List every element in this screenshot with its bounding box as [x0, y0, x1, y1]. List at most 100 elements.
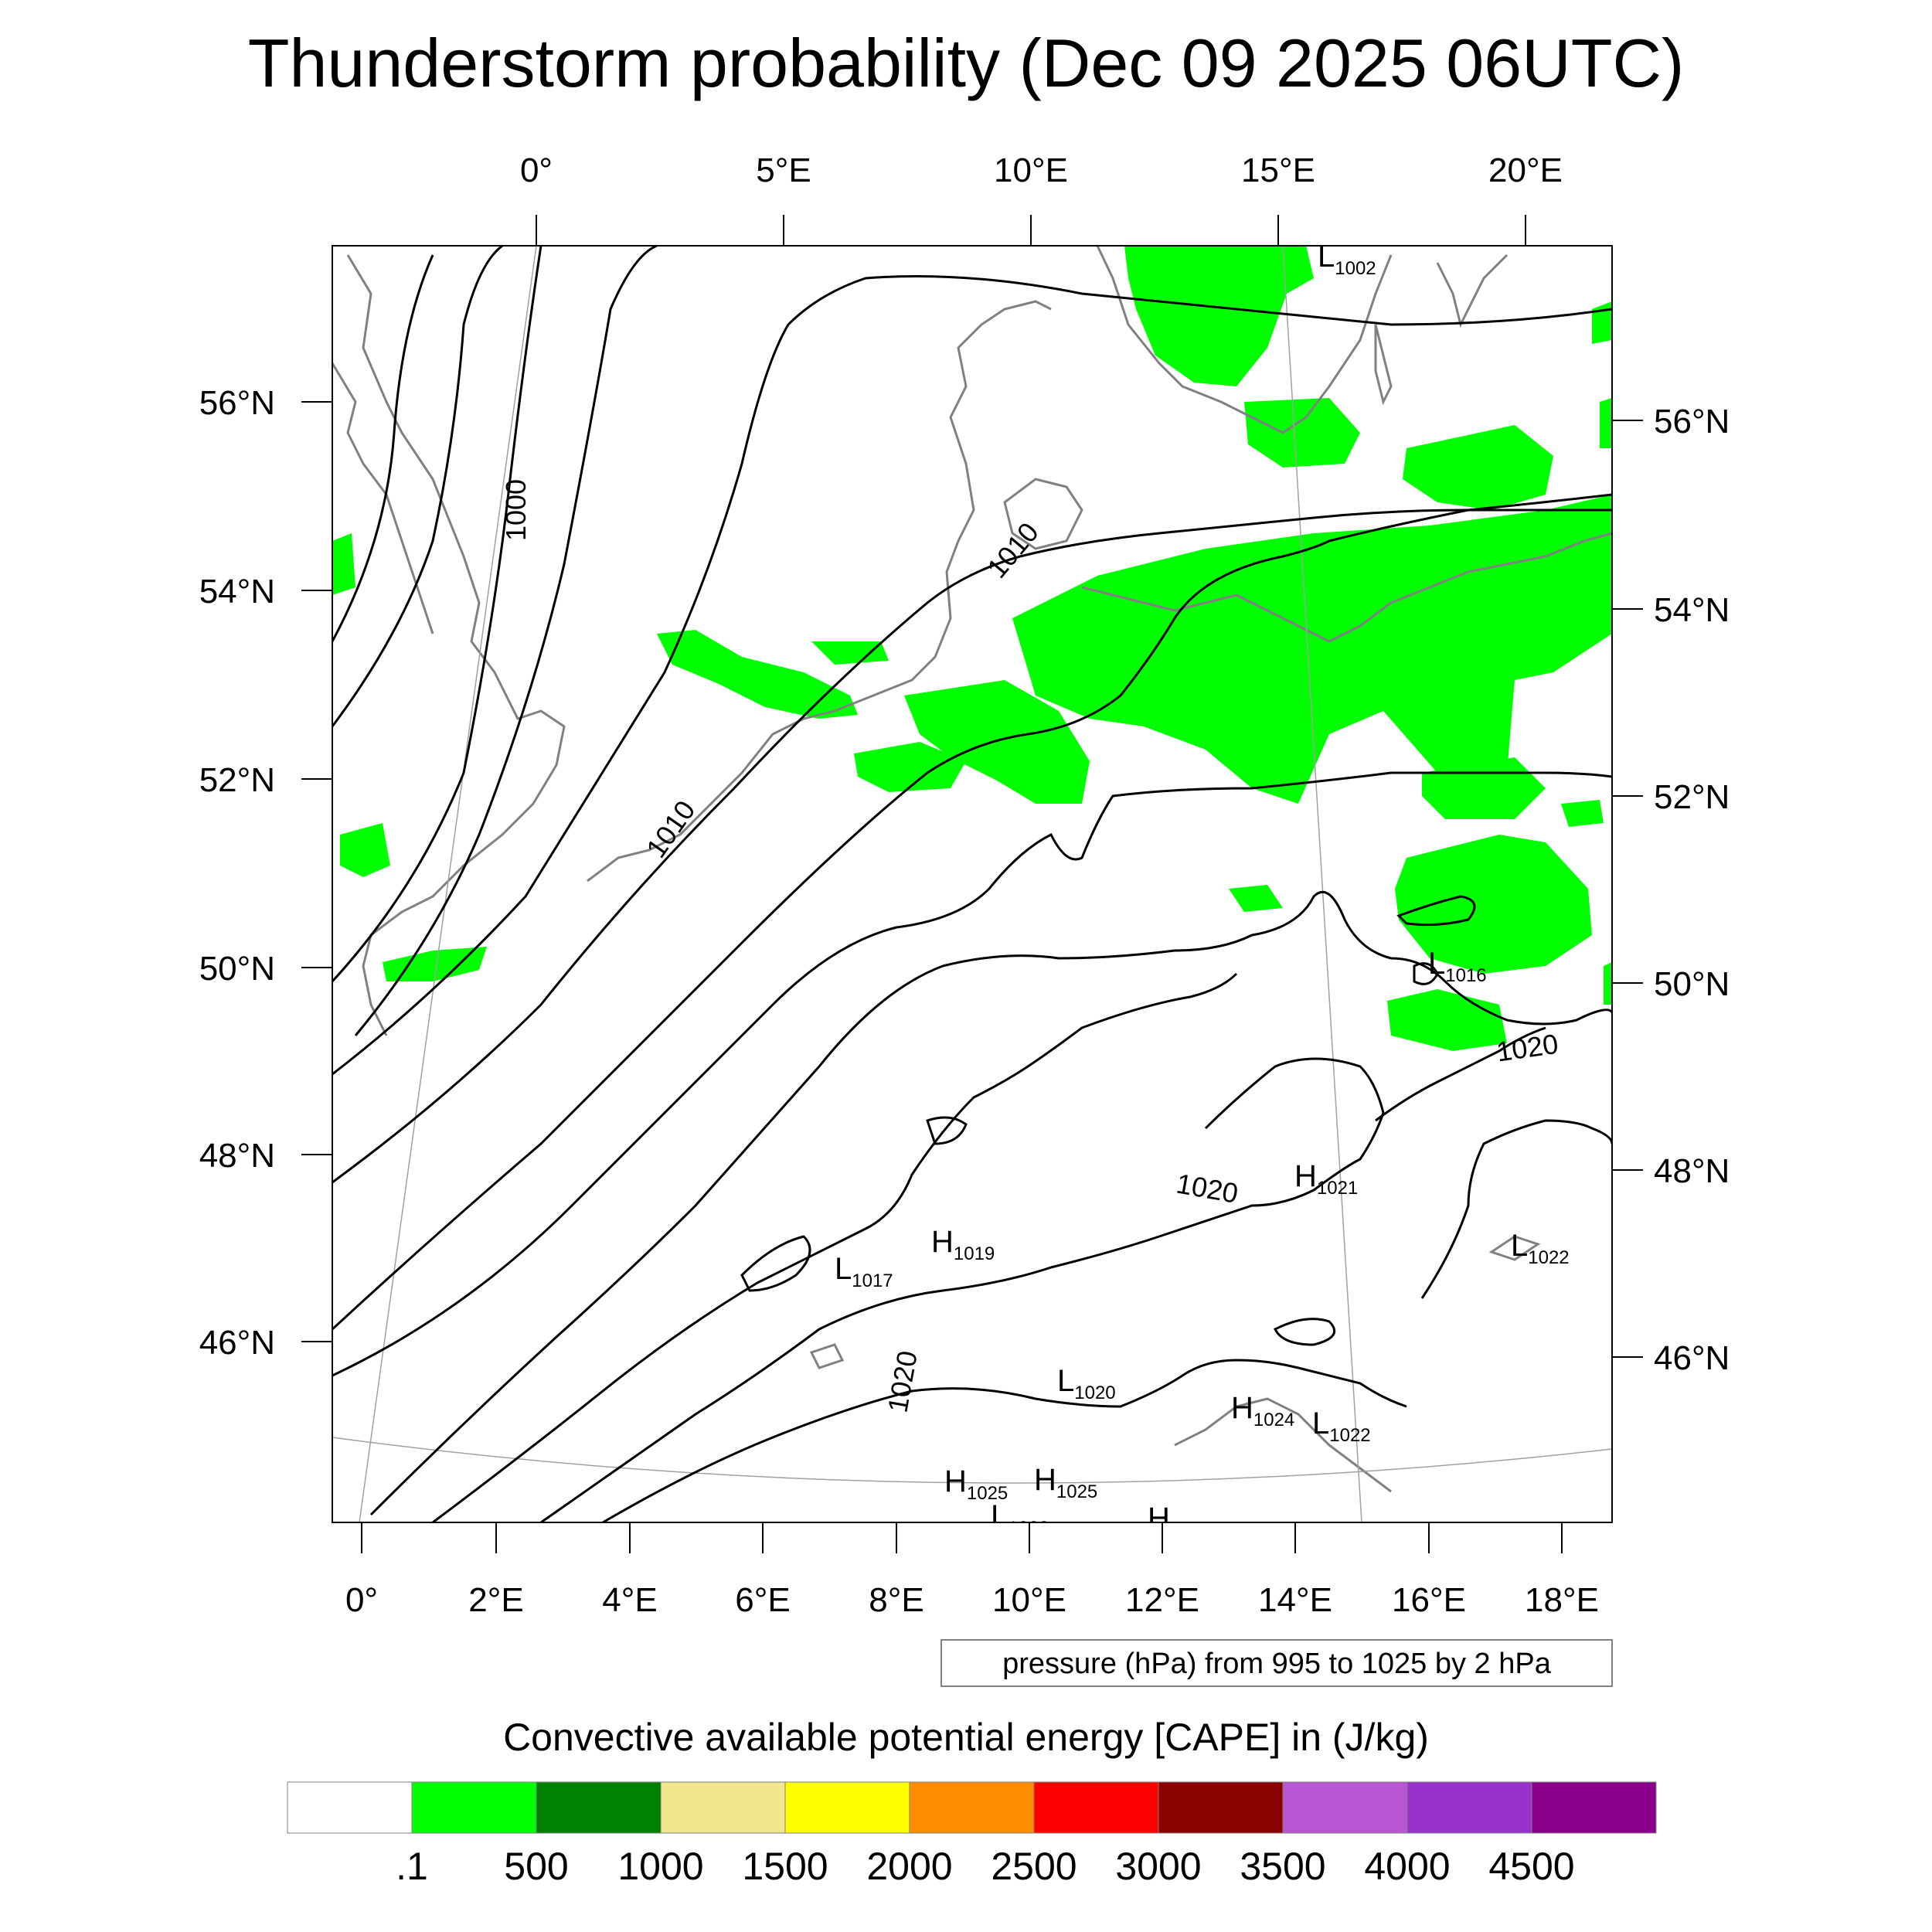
coastline-denmark-islands	[1003, 478, 1083, 550]
pressure-center-h1021: H1021	[1294, 1159, 1358, 1199]
right-lat-label: 52°N	[1654, 778, 1730, 816]
isobar-east-1	[1375, 1026, 1546, 1122]
graticule-meridian-0	[359, 246, 537, 1522]
coastline-sweden	[1096, 246, 1393, 434]
center-letter: H	[1034, 1463, 1056, 1497]
isobar-a	[332, 254, 434, 642]
center-letter: H	[1148, 1502, 1170, 1536]
bottom-lon-label: 12°E	[1125, 1581, 1199, 1619]
cape-area-central	[1012, 495, 1612, 804]
bottom-lon-label: 0°	[345, 1581, 378, 1619]
center-letter: L	[1057, 1364, 1074, 1398]
bottom-lon-label: 4°E	[602, 1581, 657, 1619]
center-letter: L	[1318, 240, 1335, 274]
colorbar-boxes	[287, 1781, 1657, 1834]
center-value: 1025	[967, 1483, 1008, 1504]
pressure-center-h1019: H1019	[931, 1225, 995, 1264]
colorbar-label: 4500	[1488, 1845, 1574, 1888]
center-value: 1021	[1317, 1178, 1358, 1199]
top-lon-label: 15°E	[1241, 151, 1315, 189]
colorbar-box	[1282, 1781, 1408, 1834]
center-value: 1022	[1528, 1247, 1569, 1268]
left-lat-label: 46°N	[199, 1324, 275, 1362]
pressure-center-l1022-east: L1022	[1511, 1229, 1570, 1268]
map-title: Thunderstorm probability (Dec 09 2025 06…	[248, 25, 1685, 101]
bottom-lon-label: 16°E	[1392, 1581, 1466, 1619]
left-lat-label: 48°N	[199, 1137, 275, 1175]
isobar-south-1	[432, 972, 1238, 1522]
pressure-center-l1017: L1017	[835, 1252, 893, 1291]
colorbar-label: 3500	[1240, 1845, 1325, 1888]
coastline-gotland	[1374, 324, 1393, 406]
colorbar-title: Convective available potential energy [C…	[503, 1716, 1429, 1759]
coastline-continent	[587, 300, 1052, 883]
pressure-center-l1022-south: L1022	[1312, 1406, 1371, 1446]
cape-area-north-sea-arc	[657, 630, 858, 719]
top-lon-label: 20°E	[1488, 151, 1563, 189]
center-letter: L	[1428, 947, 1445, 981]
coastline-adriatic	[1174, 1397, 1392, 1493]
pressure-center-h1025-west: H1025	[944, 1464, 1008, 1504]
cape-fields	[332, 246, 1612, 1051]
center-value: 1016	[1445, 965, 1486, 986]
colorbar-label: 1500	[742, 1845, 828, 1888]
colorbar: Convective available potential energy [C…	[287, 1716, 1657, 1888]
coastline-finland	[1436, 253, 1509, 328]
colorbar-box	[1406, 1781, 1532, 1834]
bottom-lon-label: 2°E	[468, 1581, 523, 1619]
map-frame	[332, 245, 1613, 1523]
top-longitude-axis: 0° 5°E 10°E 15°E 20°E	[520, 151, 1563, 246]
center-value: 1020	[1074, 1383, 1115, 1403]
cape-area-west-1	[332, 533, 355, 595]
center-value: 1002	[1335, 258, 1376, 279]
colorbar-box	[1531, 1781, 1657, 1834]
cape-area-small-1	[1229, 885, 1283, 912]
graticule	[332, 246, 1612, 1522]
pressure-center-l1023: L1023	[991, 1499, 1049, 1539]
isobar-h	[332, 771, 1612, 1377]
isobar-1020-main	[369, 890, 1612, 1516]
center-value: 1022	[1329, 1425, 1370, 1446]
colorbar-label: .1	[396, 1845, 428, 1888]
pressure-center-h-edge: H	[1148, 1502, 1170, 1536]
cape-area-small-3	[1600, 398, 1612, 448]
right-lat-label: 54°N	[1654, 591, 1730, 629]
pressure-center-l1020: L1020	[1057, 1364, 1116, 1403]
center-letter: L	[1312, 1406, 1329, 1440]
cape-area-west-2	[340, 823, 390, 877]
cape-area-netherlands	[811, 641, 889, 665]
isobar-e	[332, 275, 1612, 1076]
center-value: 1019	[954, 1243, 995, 1264]
pressure-center-h1025-east: H1025	[1034, 1463, 1097, 1502]
isobar-closed-1	[1396, 895, 1476, 927]
left-lat-label: 56°N	[199, 384, 275, 422]
isobar-f	[332, 509, 1612, 1184]
colorbar-box	[536, 1781, 662, 1834]
isobar-south-3	[602, 1359, 1407, 1522]
pressure-centers: L1002 L1016 H1021 L1022 L1017 H1019 L102…	[835, 240, 1570, 1539]
left-lat-label: 54°N	[199, 573, 275, 611]
left-lat-label: 52°N	[199, 761, 275, 799]
center-value: 1025	[1056, 1481, 1097, 1502]
colorbar-box	[411, 1781, 537, 1834]
isobar-b	[332, 246, 503, 727]
cape-area-lower-saxony	[854, 742, 966, 792]
graticule-parallel-45n	[332, 1437, 1612, 1484]
isobar-closed-5	[1413, 962, 1439, 985]
cape-area-baltic-east	[1403, 425, 1553, 510]
left-latitude-axis: 56°N 54°N 52°N 50°N 48°N 46°N	[199, 384, 332, 1362]
cape-area-small-5	[1561, 800, 1604, 827]
top-lon-label: 0°	[520, 151, 553, 189]
isobar-g	[332, 493, 1612, 1331]
bottom-lon-label: 10°E	[992, 1581, 1066, 1619]
colorbar-label: 1000	[617, 1845, 703, 1888]
top-lon-label: 10°E	[994, 151, 1068, 189]
isobar-d	[354, 246, 658, 1036]
right-lat-label: 50°N	[1654, 965, 1730, 1003]
right-lat-label: 46°N	[1654, 1339, 1730, 1377]
isobars	[332, 246, 1612, 1522]
colorbar-label: 500	[504, 1845, 568, 1888]
colorbar-box	[784, 1781, 910, 1834]
info-box: pressure (hPa) from 995 to 1025 by 2 hPa	[940, 1639, 1613, 1687]
